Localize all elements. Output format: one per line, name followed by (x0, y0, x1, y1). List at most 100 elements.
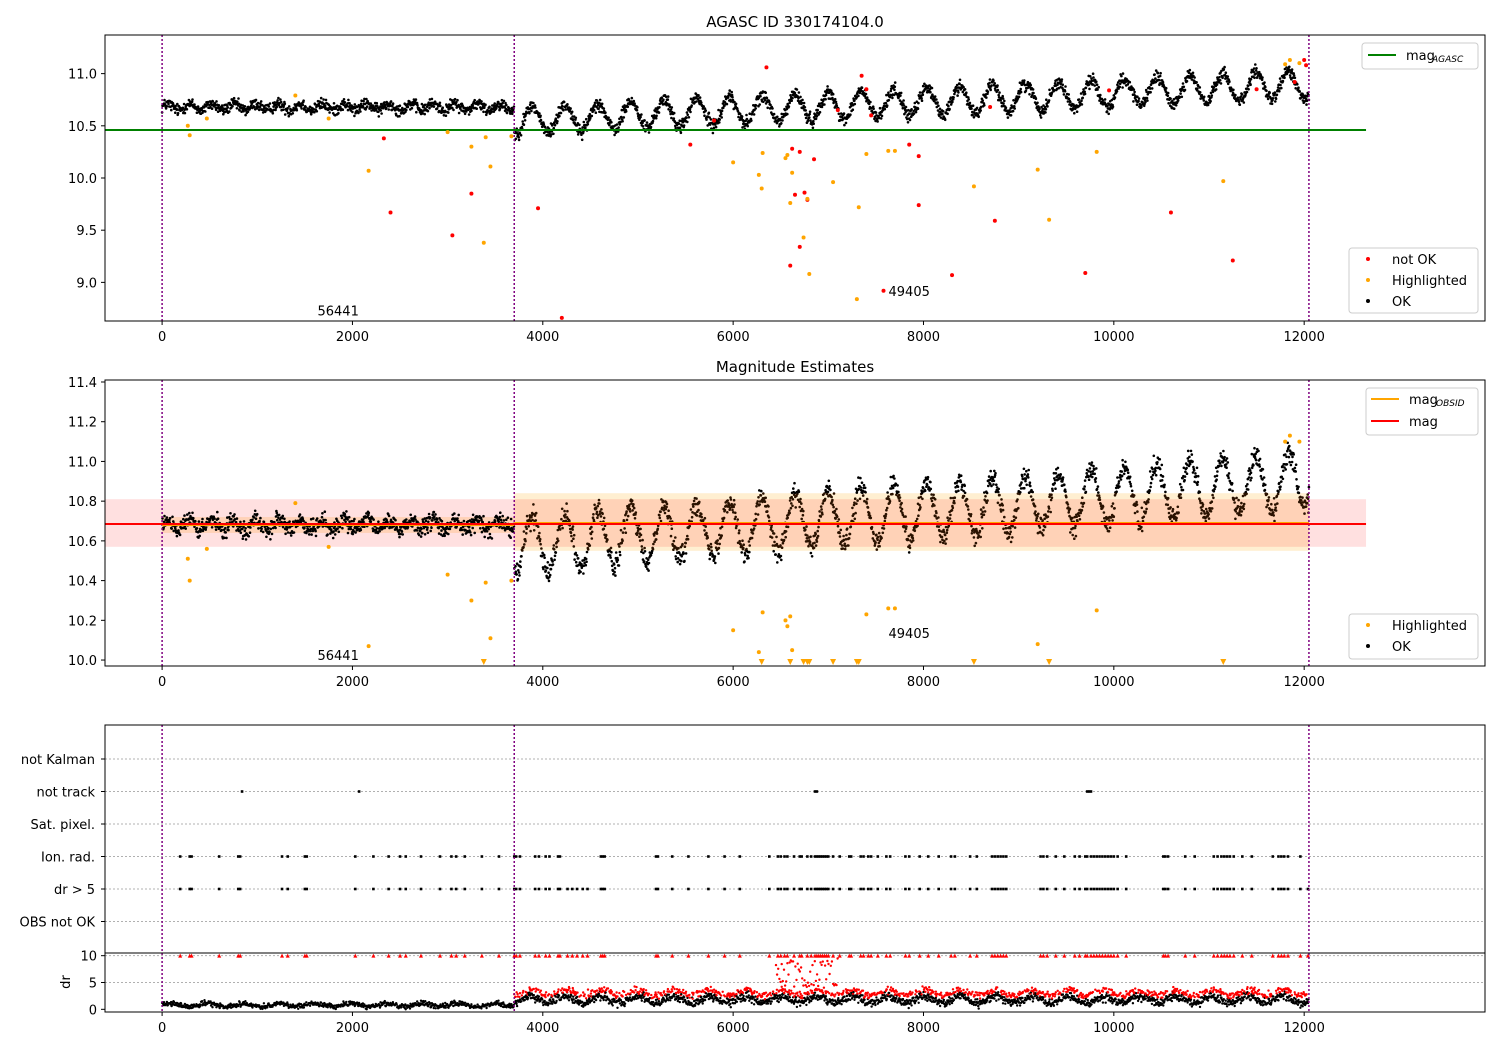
ok-point (584, 126, 587, 130)
ok-point (682, 552, 685, 555)
ok-point (1249, 83, 1252, 87)
ok-point (288, 520, 291, 523)
legend-label: not OK (1392, 253, 1437, 268)
top-ytick-label: 10.5 (68, 120, 97, 135)
ok-point (337, 530, 341, 534)
ok-point (810, 555, 814, 558)
ok-point (682, 124, 686, 127)
highlighted-point (445, 130, 450, 135)
ok-point (859, 476, 862, 480)
ok-point (346, 518, 349, 521)
highlighted-point (326, 116, 331, 121)
highlighted-point (886, 148, 891, 153)
ok-point (1046, 105, 1049, 108)
ok-point (875, 548, 879, 551)
ok-point (529, 529, 532, 533)
highlighted-point (831, 180, 836, 185)
ok-point (359, 110, 362, 113)
ok-point (538, 537, 542, 541)
ok-point (398, 114, 401, 118)
ok-point (819, 515, 823, 518)
ok-point (926, 475, 930, 479)
ok-point (794, 506, 797, 509)
ok-point (343, 101, 347, 104)
ok-point (866, 506, 870, 509)
highlighted-point (366, 168, 371, 173)
ok-point (647, 569, 650, 572)
ok-point (493, 520, 497, 524)
ok-point (950, 508, 954, 512)
ok-point (214, 528, 218, 531)
ok-point (1252, 67, 1256, 70)
ok-point (586, 122, 590, 126)
ok-point (415, 110, 418, 114)
ok-point (1234, 93, 1237, 97)
ok-point (1044, 107, 1048, 111)
ok-point (791, 96, 794, 100)
ok-point (780, 546, 784, 549)
ok-point (362, 99, 365, 103)
ok-point (1249, 77, 1253, 81)
ok-point (684, 552, 688, 555)
ok-point (750, 119, 753, 122)
ok-point (590, 525, 593, 529)
ok-point (793, 91, 797, 95)
ok-point (178, 533, 182, 537)
ok-point (456, 98, 459, 102)
not-ok-point (864, 87, 869, 92)
ok-point (885, 104, 889, 107)
ok-point (887, 495, 890, 498)
ok-point (647, 561, 651, 565)
ok-point (507, 107, 511, 110)
ok-point (251, 518, 254, 522)
highlighted-point (204, 116, 209, 121)
ok-point (900, 501, 903, 505)
top-plot-title: AGASC ID 330174104.0 (706, 13, 884, 31)
ok-point (594, 111, 598, 114)
ok-point (1185, 79, 1189, 83)
ok-point (617, 564, 621, 567)
ok-point (341, 108, 345, 111)
ok-point (700, 101, 703, 104)
ok-point (1149, 90, 1152, 94)
ok-point (937, 516, 940, 519)
ok-point (195, 527, 199, 530)
ok-point (1067, 93, 1070, 96)
ok-point (713, 555, 717, 558)
ok-point (429, 516, 432, 520)
ok-point (578, 123, 581, 127)
ok-point (688, 524, 691, 528)
ok-point (640, 113, 643, 116)
ok-point (774, 553, 777, 556)
ok-point (379, 109, 383, 112)
ok-point (1245, 90, 1249, 94)
ok-point (405, 518, 408, 521)
ok-point (971, 113, 974, 117)
ok-point (517, 138, 521, 142)
ok-point (1128, 80, 1132, 84)
ok-point (692, 499, 696, 503)
ok-point (1091, 72, 1095, 75)
ok-point (891, 492, 894, 496)
ok-point (1088, 87, 1091, 91)
ok-point (781, 119, 784, 122)
ok-point (249, 526, 252, 529)
ok-point (570, 539, 574, 543)
ok-point (702, 105, 705, 108)
ok-point (993, 82, 996, 85)
ok-point (1242, 101, 1246, 104)
ok-point (1081, 96, 1084, 100)
ok-point (584, 563, 588, 567)
ok-point (260, 527, 263, 530)
ok-point (582, 120, 586, 124)
ok-point (802, 509, 805, 513)
ok-point (897, 493, 901, 497)
ok-point (1032, 91, 1035, 95)
legend-label: OK (1392, 295, 1411, 310)
ok-point (592, 513, 595, 516)
ok-point (643, 546, 646, 550)
ok-point (636, 106, 639, 109)
ok-point (539, 114, 542, 118)
ok-point (599, 515, 603, 518)
ok-point (534, 511, 538, 515)
